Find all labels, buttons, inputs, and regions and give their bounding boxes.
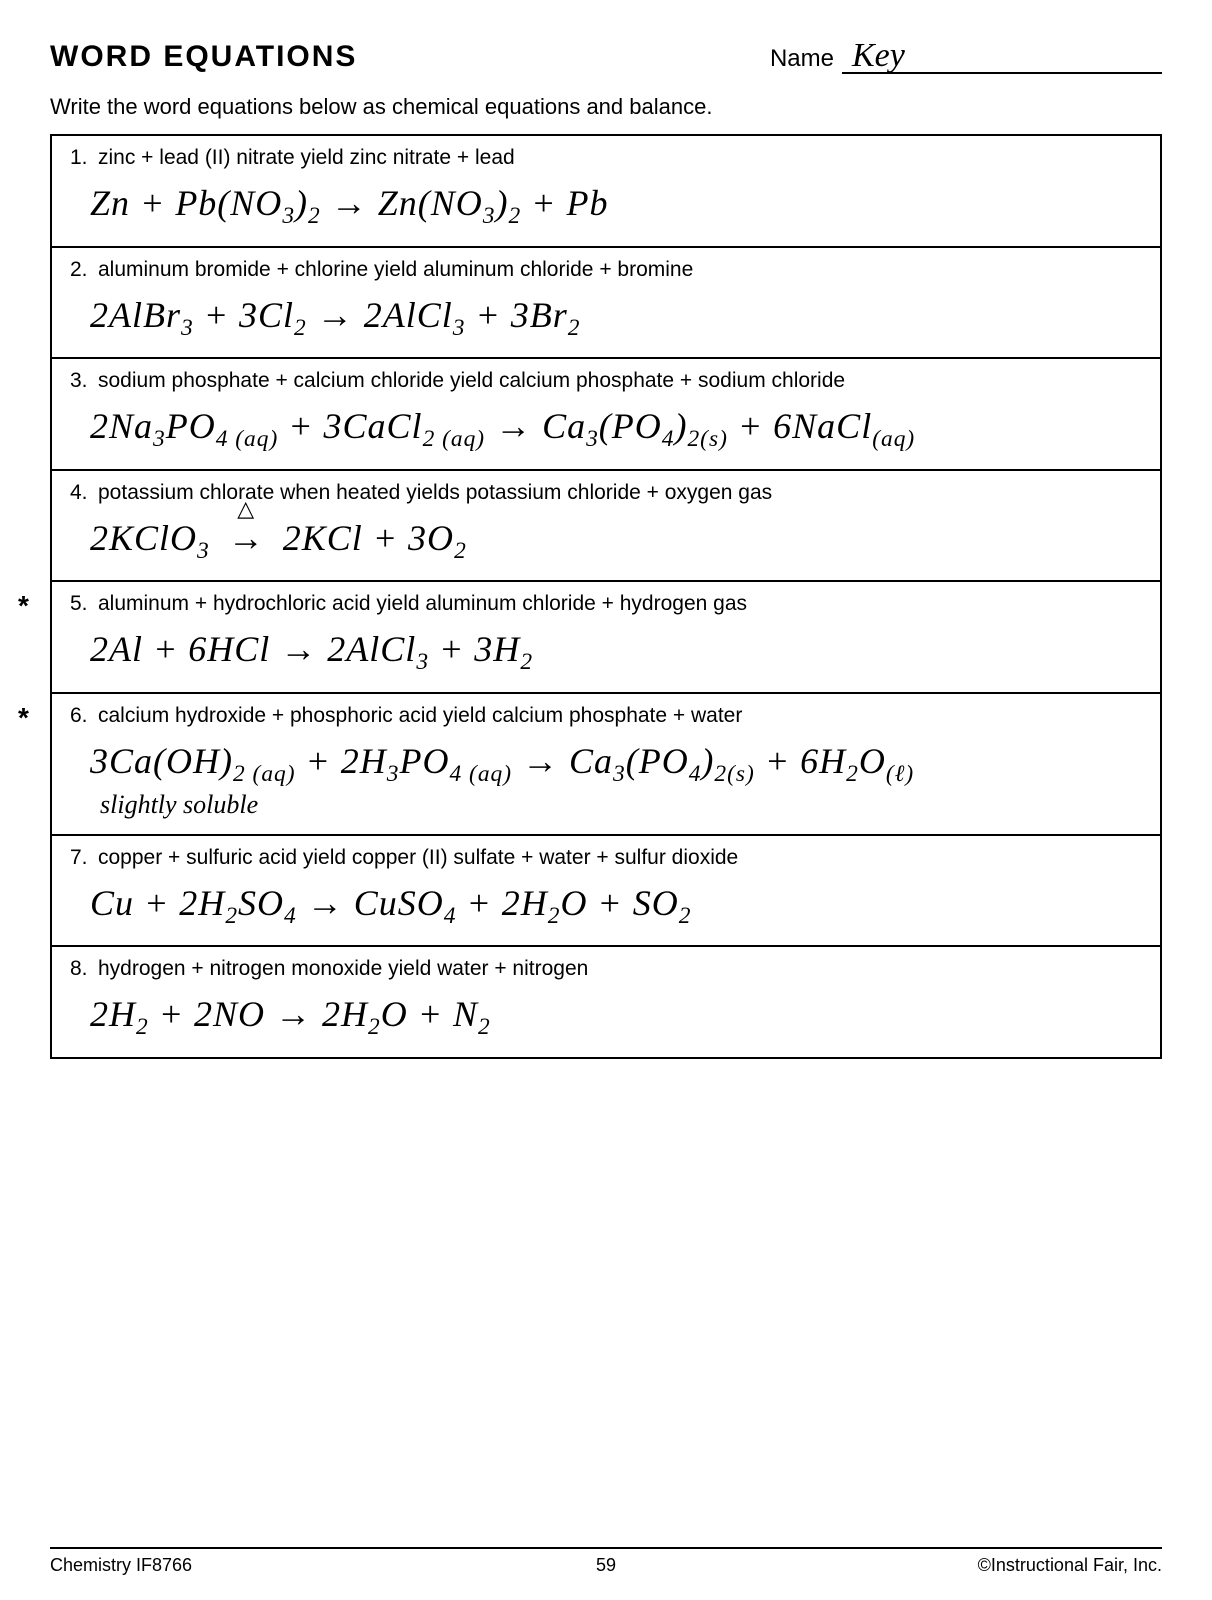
problem-answer: 3Ca(OH)2 (aq) + 2H3PO4 (aq) → Ca3(PO4)2(… <box>70 738 1142 790</box>
header: WORD EQUATIONS Name Key <box>50 40 1162 74</box>
problem-row: 4.potassium chlorate when heated yields … <box>52 471 1160 583</box>
problem-prompt: 8.hydrogen + nitrogen monoxide yield wat… <box>70 957 1142 981</box>
problem-prompt: 2.aluminum bromide + chlorine yield alum… <box>70 258 1142 282</box>
problem-answer: 2Na3PO4 (aq) + 3CaCl2 (aq) → Ca3(PO4)2(s… <box>70 403 1142 455</box>
problem-text: aluminum + hydrochloric acid yield alumi… <box>98 592 747 615</box>
problem-answer: 2KClO3 △→ 2KCl + 3O2 <box>70 515 1142 567</box>
problem-prompt: 6.calcium hydroxide + phosphoric acid yi… <box>70 704 1142 728</box>
problem-prompt: 5.aluminum + hydrochloric acid yield alu… <box>70 592 1142 616</box>
problem-number: 7. <box>70 846 98 870</box>
problem-row: 3.sodium phosphate + calcium chloride yi… <box>52 359 1160 471</box>
page-number: 59 <box>596 1555 616 1576</box>
problem-answer: 2H2 + 2NO → 2H2O + N2 <box>70 991 1142 1043</box>
footer-left: Chemistry IF8766 <box>50 1555 192 1576</box>
problem-row: 1.zinc + lead (II) nitrate yield zinc ni… <box>52 136 1160 248</box>
problem-text: zinc + lead (II) nitrate yield zinc nitr… <box>98 146 515 169</box>
name-label: Name <box>770 45 834 73</box>
problem-answer: Cu + 2H2SO4 → CuSO4 + 2H2O + SO2 <box>70 880 1142 932</box>
page-title: WORD EQUATIONS <box>50 40 357 74</box>
problem-number: 6. <box>70 704 98 728</box>
problem-answer: Zn + Pb(NO3)2 → Zn(NO3)2 + Pb <box>70 180 1142 232</box>
problem-number: 1. <box>70 146 98 170</box>
problem-prompt: 4.potassium chlorate when heated yields … <box>70 481 1142 505</box>
problems-container: 1.zinc + lead (II) nitrate yield zinc ni… <box>50 134 1162 1059</box>
problem-row: 2.aluminum bromide + chlorine yield alum… <box>52 248 1160 360</box>
star-icon: * <box>18 702 29 734</box>
problem-number: 5. <box>70 592 98 616</box>
problem-row: *6.calcium hydroxide + phosphoric acid y… <box>52 694 1160 836</box>
problem-answer: 2Al + 6HCl → 2AlCl3 + 3H2 <box>70 626 1142 678</box>
footer: Chemistry IF8766 59 ©Instructional Fair,… <box>50 1547 1162 1576</box>
footer-right: ©Instructional Fair, Inc. <box>978 1555 1162 1576</box>
instructions: Write the word equations below as chemic… <box>50 94 1162 120</box>
problem-row: *5.aluminum + hydrochloric acid yield al… <box>52 582 1160 694</box>
answer-note: slightly soluble <box>70 790 1142 820</box>
problem-number: 8. <box>70 957 98 981</box>
name-value: Key <box>842 41 1162 74</box>
problem-text: aluminum bromide + chlorine yield alumin… <box>98 258 693 281</box>
problem-prompt: 7.copper + sulfuric acid yield copper (I… <box>70 846 1142 870</box>
problem-text: hydrogen + nitrogen monoxide yield water… <box>98 957 588 980</box>
name-field: Name Key <box>770 41 1162 74</box>
star-icon: * <box>18 590 29 622</box>
problem-number: 4. <box>70 481 98 505</box>
problem-text: copper + sulfuric acid yield copper (II)… <box>98 846 738 869</box>
problem-prompt: 3.sodium phosphate + calcium chloride yi… <box>70 369 1142 393</box>
problem-number: 2. <box>70 258 98 282</box>
problem-answer: 2AlBr3 + 3Cl2 → 2AlCl3 + 3Br2 <box>70 292 1142 344</box>
problem-text: calcium hydroxide + phosphoric acid yiel… <box>98 704 742 727</box>
problem-row: 7.copper + sulfuric acid yield copper (I… <box>52 836 1160 948</box>
problem-row: 8.hydrogen + nitrogen monoxide yield wat… <box>52 947 1160 1057</box>
problem-number: 3. <box>70 369 98 393</box>
problem-text: sodium phosphate + calcium chloride yiel… <box>98 369 845 392</box>
problem-prompt: 1.zinc + lead (II) nitrate yield zinc ni… <box>70 146 1142 170</box>
problem-text: potassium chlorate when heated yields po… <box>98 481 772 504</box>
